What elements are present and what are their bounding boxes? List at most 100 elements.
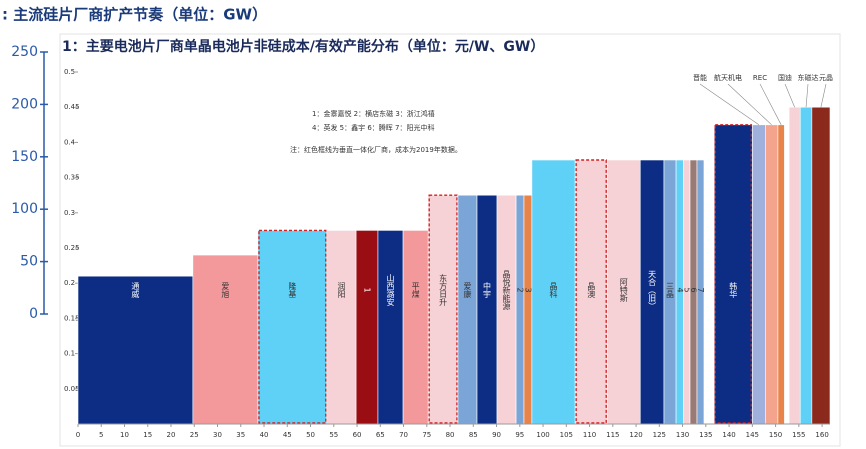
x-tick-label: 45 <box>283 431 292 439</box>
bar <box>377 230 404 425</box>
y-tick-label: 150 <box>11 149 38 165</box>
bar <box>476 194 498 425</box>
bar-label: 通威 <box>131 281 140 299</box>
bar-label: 平煤 <box>411 282 420 299</box>
bar <box>257 230 328 425</box>
y-tick-label: 200 <box>11 96 38 112</box>
x-tick-label: 25 <box>190 431 199 439</box>
x-tick-label: 155 <box>792 431 805 439</box>
bar <box>523 194 533 425</box>
bar <box>811 106 831 425</box>
x-tick-label: 75 <box>422 431 431 439</box>
top-label: REC <box>753 74 767 82</box>
y-tick-label: 0.5 <box>64 68 75 76</box>
integrated-outline <box>258 229 327 424</box>
x-tick-label: 40 <box>260 431 269 439</box>
x-tick-label: 140 <box>722 431 735 439</box>
x-tick-label: 65 <box>376 431 385 439</box>
x-tick-label: 120 <box>629 431 642 439</box>
bar <box>515 194 525 425</box>
x-tick-label: 100 <box>536 431 549 439</box>
integrated-outline <box>714 124 753 424</box>
x-tick-label: 110 <box>583 431 596 439</box>
bar-label: 阿特斯 <box>619 278 628 303</box>
x-tick-label: 5 <box>99 431 103 439</box>
x-tick-label: 150 <box>769 431 782 439</box>
integrated-outline <box>428 194 458 424</box>
bar-label: 润阳 <box>337 281 346 299</box>
y-tick-label: 0.05 <box>64 385 80 393</box>
leader-line <box>727 83 772 126</box>
bar <box>752 124 766 425</box>
y-tick-label: 0.25 <box>64 244 80 252</box>
bar-label: 隆基 <box>288 281 297 298</box>
x-tick-label: 160 <box>815 431 828 439</box>
x-tick-label: 55 <box>329 431 338 439</box>
y-tick-label: 0.2 <box>64 279 75 287</box>
bar <box>326 230 357 425</box>
top-label: 国迪 <box>778 73 792 82</box>
top-label: 晋能 <box>693 73 707 82</box>
top-label: 航天机电 <box>714 73 742 82</box>
bar-label: 2 <box>516 287 525 292</box>
leader-line <box>699 83 760 126</box>
bar <box>402 230 429 425</box>
bar-label: 山西潞安 <box>386 273 395 307</box>
x-tick-label: 30 <box>213 431 222 439</box>
background-title: : 主流硅片厂商扩产节奏（单位：GW） <box>2 6 267 24</box>
x-tick-label: 125 <box>653 431 666 439</box>
bar-label: 晶悦新能源 <box>502 270 511 311</box>
bar <box>427 194 459 425</box>
bar <box>457 194 478 425</box>
leader-line <box>805 83 809 108</box>
x-tick-label: 20 <box>167 431 176 439</box>
x-tick-label: 70 <box>399 431 408 439</box>
bar-label: 中宇 <box>483 281 492 298</box>
inner-title: 1：主要电池片厂商单晶电池片非硅成本/有效产能分布（单位：元/W、GW） <box>62 38 544 55</box>
bar-label: 韩华 <box>729 281 738 299</box>
leader-line <box>820 83 827 108</box>
x-tick-label: 130 <box>676 431 689 439</box>
integrated-outline <box>575 159 607 424</box>
bar-label: 3 <box>523 287 532 292</box>
x-tick-label: 85 <box>469 431 478 439</box>
y-tick-label: 0.35 <box>64 174 80 182</box>
top-label: 元晶 <box>819 74 833 82</box>
x-tick-label: 90 <box>492 431 501 439</box>
bar-label: 晶科 <box>549 282 558 299</box>
leader-line <box>784 83 795 108</box>
y-tick-label: 0 <box>29 306 38 322</box>
x-tick-label: 15 <box>143 431 152 439</box>
y-tick-label: 0.4 <box>64 138 76 146</box>
x-tick-label: 115 <box>606 431 619 439</box>
top-label: 东磁达 <box>798 73 819 82</box>
bar <box>799 106 813 425</box>
x-tick-label: 35 <box>236 431 245 439</box>
note: 1：金寨嘉悦 2：横店东磁 3：浙江鸿禧 <box>312 109 435 118</box>
bar-label: 6 <box>689 287 698 292</box>
y-tick-label: 0.15 <box>64 314 80 322</box>
y-tick-label: 100 <box>11 201 38 217</box>
note-box <box>300 102 490 158</box>
x-tick-label: 105 <box>560 431 573 439</box>
x-tick-label: 50 <box>306 431 315 439</box>
bar-label: 天合（旧） <box>648 270 657 310</box>
bar <box>765 124 779 425</box>
y-tick-label: 50 <box>20 254 38 270</box>
x-tick-label: 145 <box>746 431 759 439</box>
y-tick-label: 0.3 <box>64 209 75 217</box>
bar-label: 爱旭 <box>221 282 230 299</box>
leader-line <box>759 83 782 125</box>
y-tick-label: 0.45 <box>64 103 80 111</box>
y-tick-label: 0.1 <box>64 350 75 358</box>
bar <box>355 230 379 425</box>
bar-label: 4 <box>675 287 684 292</box>
bar-label: 1 <box>363 287 372 292</box>
bar-label: 晶澳 <box>587 282 596 299</box>
bar-label: 三晶 <box>666 282 675 299</box>
bar <box>77 275 194 425</box>
y-tick-label: 250 <box>11 44 38 60</box>
x-tick-label: 0 <box>76 431 80 439</box>
bar <box>777 124 785 425</box>
